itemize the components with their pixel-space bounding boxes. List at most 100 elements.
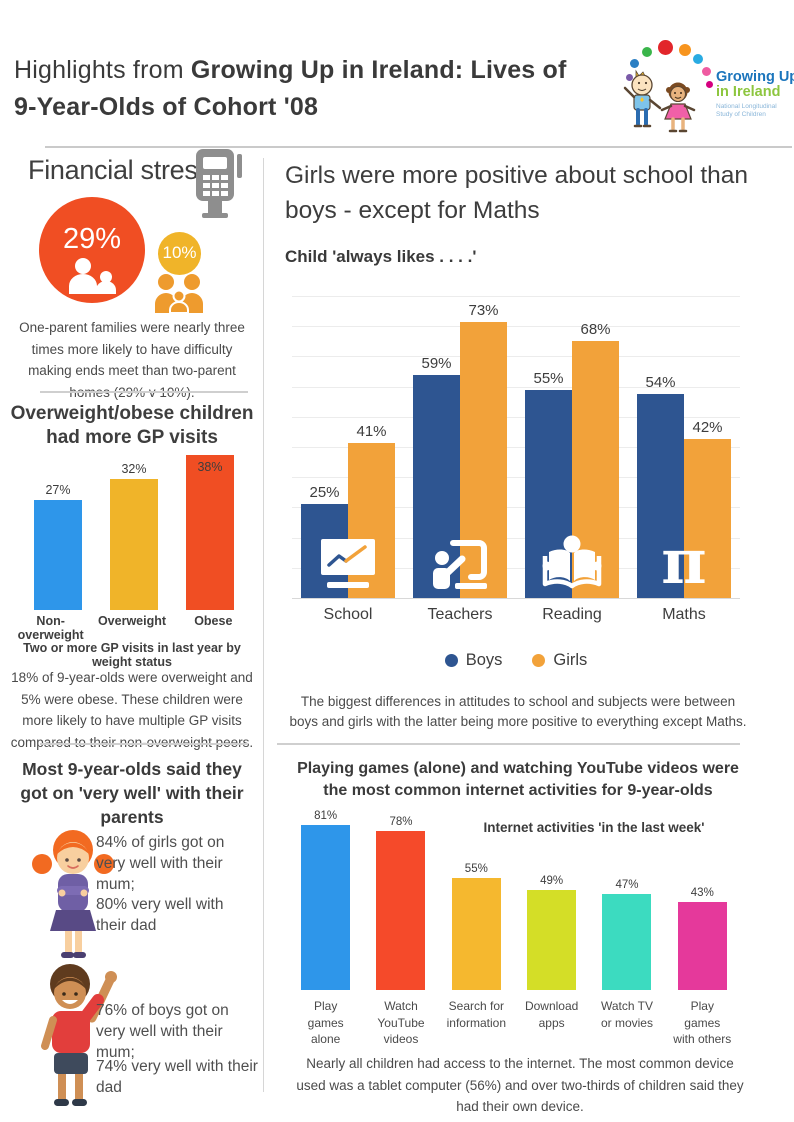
bar-value-label: 55% <box>533 370 564 387</box>
chart-gridlines <box>292 296 740 599</box>
school-category-label: Teachers <box>427 606 493 623</box>
school-note: The biggest differences in attitudes to … <box>289 694 747 729</box>
page-title-bold1: Growing Up in Ireland: Lives of <box>190 56 567 84</box>
bar-value-label: 47% <box>615 879 639 891</box>
financial-stress-note: One-parent families were nearly three ti… <box>19 320 245 400</box>
logo-line1: Growing Up <box>716 69 794 85</box>
bar-value-label: 55% <box>464 863 488 875</box>
chart-bar: 81% <box>301 810 351 990</box>
logo-line2: in Ireland <box>716 84 781 100</box>
logo-children-drawing <box>623 69 696 133</box>
chart-bar: 54% <box>637 374 684 598</box>
school-chart-bars: 25% 41% 59% 73% 55% 68% 54% 42% <box>292 296 740 598</box>
boys-dad-text: 74% very well with their dad <box>96 1058 258 1096</box>
legend-item: Girls <box>532 651 587 670</box>
internet-category-label: Play games alone <box>307 999 344 1046</box>
internet-bar-column: 43% <box>665 808 740 990</box>
school-chart-subtitle: Child 'always likes . . . .' <box>285 247 477 266</box>
boys-mum-text: 76% of boys got on very well with their … <box>96 1002 229 1061</box>
logo-dot <box>679 44 691 56</box>
bar-value-label: 73% <box>468 302 499 319</box>
gridline <box>292 598 740 599</box>
gp-visits-chart: 27% 32% 38% <box>20 450 248 610</box>
chart-bar: 43% <box>677 887 727 990</box>
card-terminal-icon <box>196 149 242 218</box>
two-parent-stat-circle: 10% <box>158 232 201 275</box>
internet-category-label: Download apps <box>524 999 579 1030</box>
internet-note: Nearly all children had access to the in… <box>296 1056 744 1114</box>
gp-chart-title: Overweight/obese children had more GP vi… <box>10 403 254 448</box>
section-divider <box>40 743 248 745</box>
page-title-bold2: 9-Year-Olds of Cohort '08 <box>14 93 319 121</box>
internet-category-label: Watch TV or movies <box>600 999 653 1030</box>
legend-label: Boys <box>465 651 503 669</box>
school-bar-group: 25% 41% <box>292 296 404 598</box>
school-bar-group: 54% 42% <box>628 296 740 598</box>
gridline <box>292 538 740 539</box>
logo-dot <box>630 59 639 68</box>
financial-stress-heading: Financial stress <box>28 155 211 185</box>
chart-bar: 47% <box>602 879 652 990</box>
bar-value-label: 42% <box>692 419 723 436</box>
school-category-label: Reading <box>542 606 602 623</box>
gridline <box>292 296 740 297</box>
chart-bar: 59% <box>413 355 460 598</box>
bar-value-label: 32% <box>121 462 147 476</box>
gridline <box>292 568 740 569</box>
bar-value-label: 81% <box>314 810 338 822</box>
parents-heading: Most 9-year-olds said they got on 'very … <box>20 759 244 827</box>
gp-bar-column: 27% <box>20 450 96 610</box>
gp-chart-caption: Two or more GP visits in last year by we… <box>23 641 241 669</box>
chart-bar: 73% <box>460 302 507 598</box>
gp-note: 18% of 9-year-olds were overweight and 5… <box>10 670 254 750</box>
chart-bar: 49% <box>527 875 577 990</box>
boy-illustration <box>41 964 117 1106</box>
internet-heading: Playing games (alone) and watching YouTu… <box>297 760 739 799</box>
chart-bar: 78% <box>376 816 426 990</box>
internet-activities-chart: 81% 78% 55% 49% 47% 43% Internet activities '… <box>288 808 740 990</box>
bar-value-label: 25% <box>309 484 340 501</box>
logo-text: Growing Up in Ireland National Longitudi… <box>716 70 794 119</box>
girls-dad-text: 80% very well with their dad <box>96 896 224 934</box>
gridline <box>292 387 740 388</box>
chart-bar: 55% <box>451 863 501 990</box>
internet-bar-column: 55% <box>439 808 514 990</box>
bar-value-label: 59% <box>421 355 452 372</box>
bar-value-label: 41% <box>356 423 387 440</box>
section-divider <box>40 391 248 393</box>
one-parent-family-icon <box>69 258 116 294</box>
school-chart-categories: School Teachers Reading Maths <box>292 606 740 624</box>
column-divider <box>263 158 264 1092</box>
school-bar-group: 59% 73% <box>404 296 516 598</box>
gp-category-label: Obese <box>194 614 233 628</box>
gp-category-label: Non-overweight <box>17 614 84 642</box>
legend-dot <box>532 654 546 667</box>
chart-bar: 32% <box>110 462 158 610</box>
girls-mum-text: 84% of girls got on very well with their… <box>96 834 225 893</box>
gridline <box>292 507 740 508</box>
bar-value-label: 27% <box>45 483 71 497</box>
one-parent-stat-circle: 29% <box>39 197 145 303</box>
logo-dot <box>658 40 673 55</box>
bar-value-label: 54% <box>645 374 676 391</box>
chart-bar: 55% <box>525 370 572 598</box>
page-title: Highlights from Growing Up in Ireland: L… <box>14 52 624 126</box>
school-bar-group: 55% 68% <box>516 296 628 598</box>
internet-bar-column: 81% <box>288 808 363 990</box>
girl-illustration <box>32 830 114 958</box>
internet-category-label: Search for information <box>446 999 506 1030</box>
header-divider <box>45 146 792 148</box>
gridline <box>292 477 740 478</box>
logo-dot <box>626 74 633 81</box>
legend-dot <box>444 654 458 667</box>
school-section-title: Girls were more positive about school th… <box>285 162 748 224</box>
gridline <box>292 447 740 448</box>
chart-bar: 25% <box>301 484 348 598</box>
legend-label: Girls <box>553 651 588 669</box>
chart-bar: 42% <box>684 419 731 598</box>
logo-dot <box>706 81 713 88</box>
internet-chart-bars: 81% 78% 55% 49% 47% 43% <box>288 808 740 990</box>
internet-bar-column: 47% <box>589 808 664 990</box>
chart-bar: 41% <box>348 423 395 598</box>
